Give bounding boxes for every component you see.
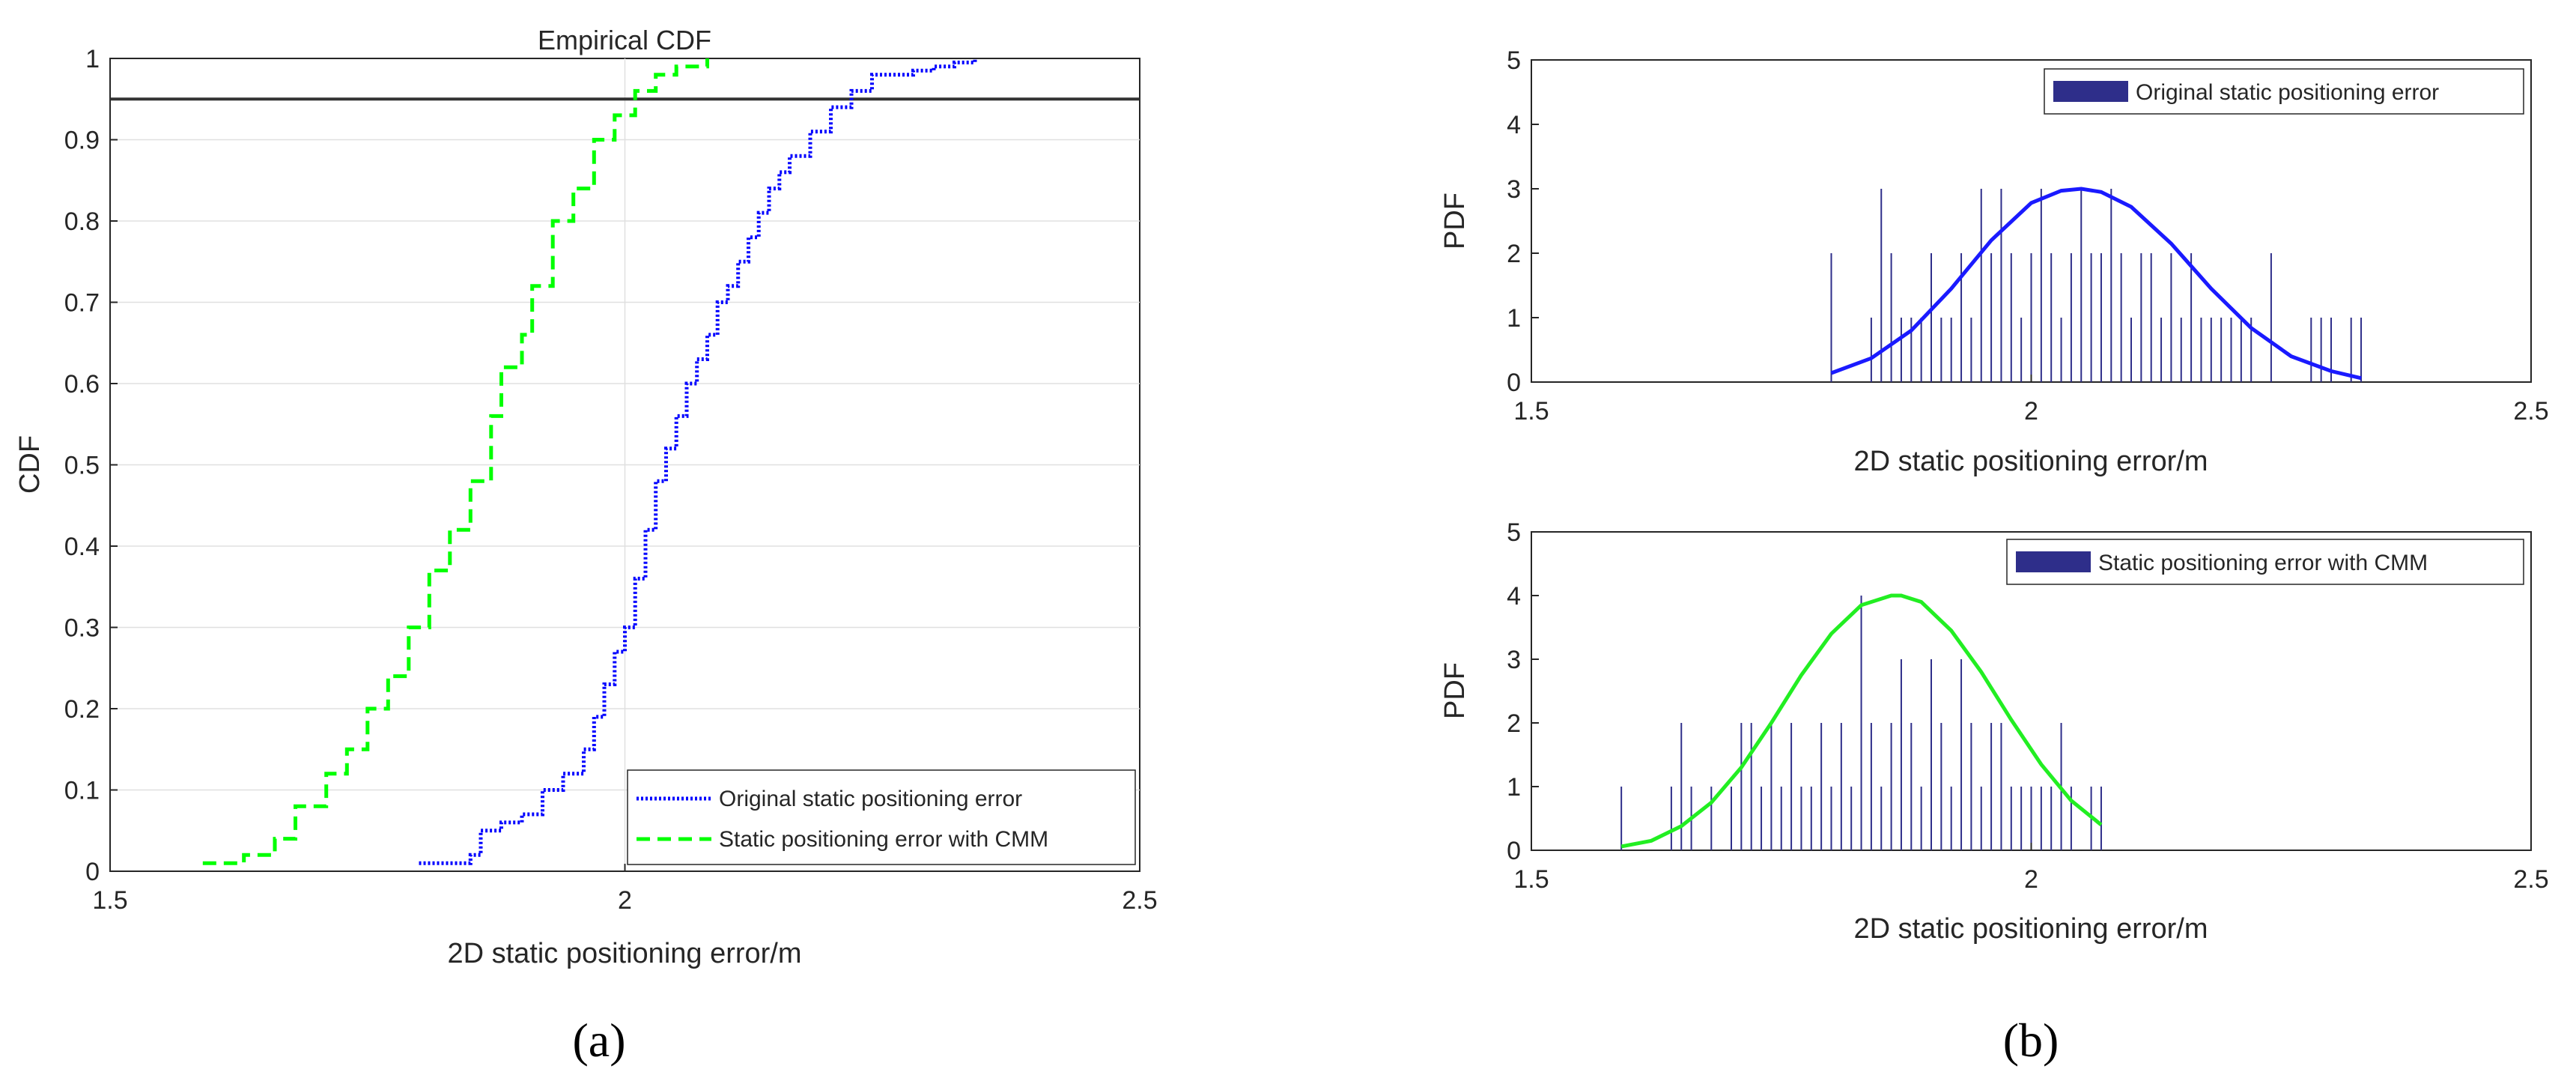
- cdf-series: [202, 58, 977, 865]
- pdf-bottom-x-tick-label: 2.5: [2513, 865, 2548, 894]
- cdf-legend-label-original: Original static positioning error: [719, 787, 1022, 811]
- pdf-bottom-y-ticks: 0 1 2 3 4 5: [1507, 518, 1539, 865]
- caption-b: (b): [2003, 1014, 2059, 1067]
- cdf-series-original: [419, 58, 977, 865]
- pdf-bottom-y-tick-label: 2: [1507, 709, 1521, 738]
- cdf-y-tick-label: 0.5: [64, 452, 100, 480]
- cdf-chart: 0 0.1 0.2 0.3 0.4 0.5 0.6 0.7 0.8 0.9 1 1.5 2 2.5 Em…: [14, 25, 1158, 1067]
- pdf-top-y-tick-label: 1: [1507, 304, 1521, 333]
- pdf-top-legend-label: Original static positioning error: [2136, 80, 2439, 105]
- cdf-y-tick-label: 0.6: [64, 370, 100, 399]
- pdf-top-y-ticks: 0 1 2 3 4 5: [1507, 46, 1539, 397]
- cdf-x-tick-label: 1.5: [92, 886, 127, 915]
- cdf-y-tick-label: 0.4: [64, 533, 100, 561]
- pdf-bottom-curve: [1620, 593, 2103, 849]
- pdf-top-x-tick-label: 2.5: [2513, 397, 2548, 426]
- cdf-x-ticks: 1.5 2 2.5: [92, 864, 1158, 915]
- pdf-bottom-x-tick-label: 2: [2024, 865, 2038, 894]
- pdf-bottom-bars: [1620, 596, 2102, 850]
- cdf-y-axis-label: CDF: [14, 435, 46, 494]
- pdf-top-legend-swatch: [2053, 81, 2128, 102]
- cdf-y-tick-label: 0.9: [64, 127, 100, 155]
- pdf-top-x-ticks: 1.5 2 2.5: [1513, 375, 2549, 426]
- pdf-top-y-tick-label: 0: [1507, 369, 1521, 397]
- pdf-bottom-x-axis-label: 2D static positioning error/m: [1853, 913, 2208, 945]
- cdf-legend-box: [627, 769, 1136, 865]
- pdf-top-y-axis-label: PDF: [1439, 193, 1471, 249]
- caption-a: (a): [572, 1014, 625, 1067]
- pdf-top-y-tick-label: 2: [1507, 240, 1521, 268]
- cdf-series-cmm: [202, 58, 709, 865]
- pdf-bottom-x-ticks: 1.5 2 2.5: [1513, 843, 2549, 894]
- pdf-bottom-fit-curve: [1620, 593, 2103, 849]
- cdf-x-axis-label: 2D static positioning error/m: [447, 938, 801, 969]
- pdf-top-legend: Original static positioning error: [2044, 68, 2524, 115]
- pdf-bottom-x-tick-label: 1.5: [1513, 865, 1549, 894]
- pdf-top-curve: [1830, 187, 2362, 381]
- cdf-y-tick-label: 0.2: [64, 695, 100, 724]
- pdf-bottom-y-tick-label: 0: [1507, 837, 1521, 865]
- cdf-x-tick-label: 2.5: [1122, 886, 1157, 915]
- pdf-top-x-tick-label: 1.5: [1513, 397, 1549, 426]
- pdf-top-chart: 0 1 2 3 4 5 1.5 2 2.5 2D static positioning err…: [1439, 46, 2549, 477]
- pdf-bottom-y-tick-label: 5: [1507, 518, 1521, 547]
- pdf-top-fit-curve: [1830, 187, 2362, 381]
- pdf-bottom-y-tick-label: 4: [1507, 582, 1521, 611]
- cdf-chart-title: Empirical CDF: [538, 25, 711, 55]
- pdf-top-y-tick-label: 3: [1507, 175, 1521, 204]
- pdf-top-x-axis-label: 2D static positioning error/m: [1853, 446, 2208, 477]
- pdf-top-y-tick-label: 5: [1507, 46, 1521, 75]
- cdf-y-tick-label: 0: [85, 858, 100, 886]
- pdf-top-x-tick-label: 2: [2024, 397, 2038, 426]
- pdf-bottom-y-tick-label: 3: [1507, 646, 1521, 674]
- pdf-bottom-legend: Static positioning error with CMM: [2006, 539, 2524, 585]
- cdf-y-tick-label: 0.1: [64, 777, 100, 805]
- pdf-bottom-y-tick-label: 1: [1507, 773, 1521, 802]
- cdf-y-tick-label: 0.7: [64, 289, 100, 318]
- cdf-legend-label-cmm: Static positioning error with CMM: [719, 827, 1048, 852]
- cdf-y-ticks: 0 0.1 0.2 0.3 0.4 0.5 0.6 0.7 0.8 0.9 1: [64, 45, 118, 886]
- cdf-y-tick-label: 0.3: [64, 614, 100, 643]
- pdf-top-y-tick-label: 4: [1507, 111, 1521, 139]
- pdf-bottom-legend-box: [2006, 539, 2524, 585]
- cdf-legend: Original static positioning error Static…: [627, 769, 1136, 865]
- cdf-x-tick-label: 2: [618, 886, 632, 915]
- pdf-bottom-chart: 0 1 2 3 4 5 1.5 2 2.5 2D static positioning err…: [1439, 518, 2549, 1067]
- cdf-y-tick-label: 0.8: [64, 208, 100, 236]
- pdf-bottom-legend-label: Static positioning error with CMM: [2098, 551, 2428, 575]
- pdf-bottom-legend-swatch: [2016, 551, 2091, 572]
- pdf-top-bars: [1830, 189, 2363, 382]
- cdf-y-tick-label: 1: [85, 45, 100, 73]
- pdf-bottom-y-axis-label: PDF: [1439, 662, 1471, 719]
